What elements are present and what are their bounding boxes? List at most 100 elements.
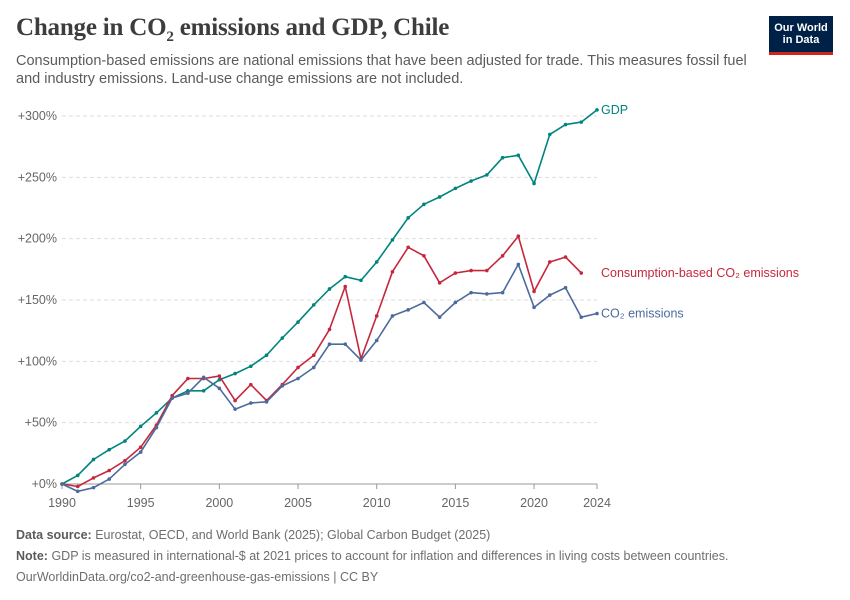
data-point: [107, 447, 112, 452]
y-tick-label: +200%: [18, 232, 57, 246]
data-point: [138, 445, 143, 450]
y-tick-label: +0%: [32, 477, 57, 491]
data-point: [485, 268, 489, 273]
series-line: [61, 109, 598, 485]
data-point: [359, 358, 363, 362]
data-point: [422, 254, 426, 258]
series-labels: GDP Consumption-based CO₂ emissions CO₂ em…: [601, 103, 799, 321]
data-point: [327, 342, 332, 346]
data-point: [91, 457, 96, 462]
data-point: [186, 376, 190, 381]
data-point: [249, 364, 253, 369]
data-point: [311, 353, 316, 358]
data-point: [516, 153, 521, 158]
data-point: [563, 285, 568, 290]
data-point: [154, 425, 159, 430]
data-point: [60, 482, 64, 486]
data-point: [75, 489, 80, 494]
data-point: [233, 398, 237, 403]
data-point: [563, 255, 568, 259]
label-consumption-co2: Consumption-based CO₂ emissions: [601, 266, 799, 280]
y-axis-ticks: +0% +50% +100% +150% +200% +250% +300%: [18, 109, 57, 491]
data-point: [91, 476, 96, 480]
data-point: [390, 238, 395, 242]
data-point: [311, 303, 316, 307]
data-point: [485, 292, 489, 296]
footer-url[interactable]: OurWorldinData.org/co2-and-greenhouse-ga…: [16, 570, 379, 584]
data-point: [186, 391, 190, 396]
x-tick-label: 2010: [363, 496, 391, 510]
data-point: [406, 245, 410, 250]
data-point: [107, 468, 112, 473]
grid-lines: [62, 115, 597, 485]
data-point: [422, 300, 426, 305]
y-tick-label: +300%: [18, 109, 57, 123]
data-point: [595, 108, 599, 112]
data-point: [123, 458, 127, 463]
data-point: [532, 289, 536, 294]
footer-note: Note: GDP is measured in international-$…: [16, 549, 729, 563]
data-point: [422, 202, 426, 207]
y-tick-label: +250%: [18, 170, 57, 184]
logo-line-1: Our World: [774, 22, 828, 34]
data-point: [437, 195, 442, 199]
data-point: [249, 401, 253, 405]
data-point: [374, 260, 379, 264]
x-tick-label: 2000: [205, 496, 233, 510]
x-tick-label: 1990: [48, 496, 76, 510]
chart-subtitle: Consumption-based emissions are national…: [16, 53, 747, 87]
data-point: [453, 300, 458, 305]
chart-series: [60, 108, 599, 494]
logo-line-2: in Data: [782, 34, 820, 46]
data-point: [123, 462, 127, 467]
data-point: [406, 308, 410, 312]
data-point: [296, 320, 300, 324]
series-line: [61, 263, 598, 493]
data-point: [469, 290, 473, 295]
data-point: [217, 374, 222, 378]
data-point: [201, 388, 206, 393]
data-point: [547, 293, 552, 297]
owid-logo[interactable]: Our World in Data: [769, 16, 833, 55]
data-point: [91, 485, 96, 490]
data-point: [138, 450, 143, 454]
data-point: [327, 287, 332, 291]
data-point: [579, 315, 584, 319]
y-tick-label: +150%: [18, 293, 57, 307]
data-point: [343, 342, 348, 346]
x-tick-label: 2005: [284, 496, 312, 510]
data-point: [343, 274, 348, 279]
data-point: [579, 271, 584, 275]
data-point: [296, 365, 300, 370]
x-axis: 1990 1995 2000 2005 2010 2015 2020 2024: [48, 483, 611, 510]
data-point: [264, 353, 269, 358]
data-point: [453, 271, 458, 275]
label-co2: CO₂ emissions: [601, 306, 684, 320]
data-point: [437, 315, 442, 319]
data-point: [343, 284, 348, 289]
data-point: [374, 338, 379, 343]
data-point: [500, 254, 505, 258]
data-point: [532, 181, 536, 186]
label-gdp: GDP: [601, 103, 628, 117]
y-tick-label: +100%: [18, 354, 57, 368]
data-point: [280, 336, 285, 340]
x-tick-label: 2024: [583, 496, 611, 510]
data-point: [595, 311, 599, 316]
data-point: [327, 327, 332, 332]
data-point: [500, 290, 505, 295]
data-point: [374, 314, 379, 318]
data-point: [390, 314, 395, 318]
data-point: [469, 179, 473, 183]
data-point: [233, 371, 237, 376]
data-point: [138, 424, 143, 429]
data-point: [453, 186, 458, 191]
data-point: [390, 269, 395, 274]
data-point: [75, 473, 80, 478]
data-point: [311, 365, 316, 370]
data-point: [280, 384, 285, 388]
data-point: [500, 155, 505, 160]
data-point: [264, 400, 269, 404]
data-point: [296, 376, 300, 381]
